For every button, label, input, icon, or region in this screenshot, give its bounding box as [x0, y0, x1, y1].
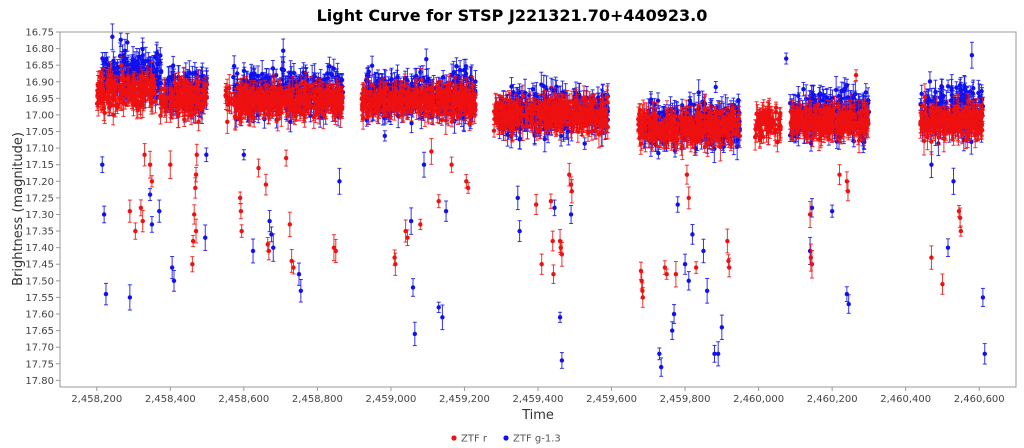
- ztf-g-point: [118, 32, 123, 48]
- x-tick-label: 2,458,400: [145, 394, 196, 405]
- x-tick-label: 2,458,200: [71, 394, 122, 405]
- ztf-g-point: [123, 51, 128, 66]
- y-tick-label: 17.10: [25, 144, 54, 155]
- y-tick-label: 16.80: [25, 44, 54, 55]
- x-tick-label: 2,459,400: [513, 394, 564, 405]
- x-tick-label: 2,460,000: [733, 394, 784, 405]
- x-tick-label: 2,459,000: [365, 394, 416, 405]
- y-tick-label: 17.25: [25, 193, 54, 204]
- y-tick-label: 17.05: [25, 127, 54, 138]
- x-tick-label: 2,458,600: [218, 394, 269, 405]
- x-axis: 2,458,200 2,458,400 2,458,600 2,458,800 2,45…: [71, 387, 1005, 405]
- ztf-g-point: [104, 51, 109, 67]
- y-tick-label: 17.70: [25, 343, 54, 354]
- legend-label: ZTF g-1.3: [513, 434, 561, 445]
- y-axis-label: Brightness (magnitude): [11, 132, 26, 286]
- y-tick-label: 17.60: [25, 310, 54, 321]
- x-tick-label: 2,460,600: [954, 394, 1005, 405]
- x-tick-label: 2,459,600: [586, 394, 637, 405]
- x-tick-label: 2,459,800: [660, 394, 711, 405]
- y-tick-label: 17.20: [25, 177, 54, 188]
- chart-title: Light Curve for STSP J221321.70+440923.0: [317, 6, 708, 25]
- y-tick-label: 17.35: [25, 227, 54, 238]
- x-axis-label: Time: [521, 408, 554, 423]
- y-tick-label: 17.30: [25, 210, 54, 221]
- x-tick-label: 2,459,200: [439, 394, 490, 405]
- y-tick-label: 16.75: [25, 28, 54, 39]
- x-tick-label: 2,460,200: [807, 394, 858, 405]
- ztf-g-point: [154, 44, 159, 73]
- y-tick-label: 17.75: [25, 359, 54, 370]
- legend-marker: [503, 435, 509, 441]
- y-tick-label: 17.00: [25, 110, 54, 121]
- y-tick-label: 16.90: [25, 77, 54, 88]
- ztf-g-point: [158, 47, 163, 64]
- y-tick-label: 17.50: [25, 276, 54, 287]
- ztf-g-point: [136, 57, 141, 77]
- ztf-g-point: [125, 33, 130, 52]
- legend-label: ZTF r: [461, 434, 488, 445]
- y-tick-label: 16.95: [25, 94, 54, 105]
- y-tick-label: 17.55: [25, 293, 54, 304]
- y-tick-label: 17.45: [25, 260, 54, 271]
- ztf-g-point: [143, 46, 149, 76]
- ztf-g-point: [231, 55, 237, 77]
- y-tick-label: 17.40: [25, 243, 54, 254]
- y-tick-label: 17.80: [25, 376, 54, 387]
- y-tick-label: 17.15: [25, 160, 54, 171]
- legend-marker: [451, 435, 457, 441]
- ztf-g-point: [110, 23, 115, 51]
- y-axis: 16.75 16.80 16.85 16.90 16.95 17.00 17.05 17.10…: [25, 28, 60, 387]
- ztf-g-point: [130, 54, 136, 67]
- y-tick-label: 16.85: [25, 61, 54, 72]
- x-tick-label: 2,460,400: [880, 394, 931, 405]
- ztf-g-point: [100, 52, 105, 65]
- x-tick-label: 2,458,800: [292, 394, 343, 405]
- data-points: [94, 23, 987, 377]
- ztf-g-point: [281, 38, 286, 63]
- y-tick-label: 17.65: [25, 326, 54, 337]
